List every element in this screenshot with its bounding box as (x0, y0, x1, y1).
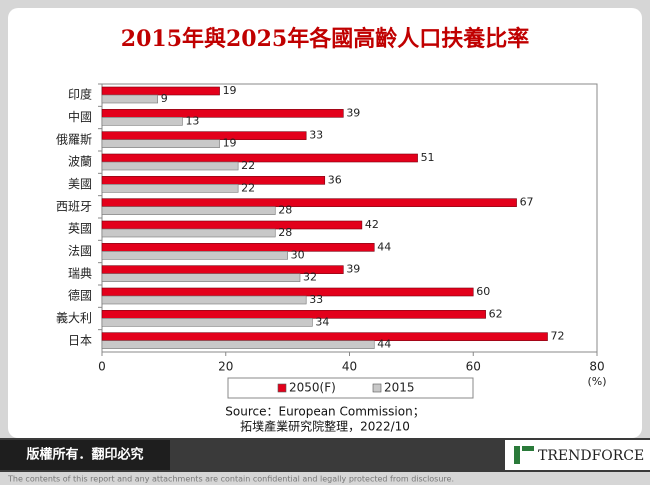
bar (101, 287, 474, 297)
source: 拓墣產業研究院整理，2022/10 (240, 419, 410, 434)
bar (101, 318, 313, 327)
y-tick-label: 德國 (68, 288, 92, 303)
brand: TRENDFORCE (538, 448, 644, 464)
value-label: 67 (520, 196, 534, 209)
x-tick-label: 60 (466, 360, 481, 374)
value-label: 60 (476, 285, 490, 298)
legend-label: 2015 (384, 381, 415, 395)
value-label: 42 (365, 218, 379, 231)
value-label: 22 (241, 159, 255, 172)
bar (101, 117, 183, 126)
y-tick-label: 義大利 (56, 310, 92, 325)
y-tick-label: 英國 (68, 222, 92, 236)
bar (101, 251, 288, 260)
logo-mark (522, 446, 534, 451)
bar (101, 295, 307, 305)
bar (101, 243, 375, 252)
bar (101, 161, 239, 171)
y-tick-label: 法國 (68, 244, 92, 258)
y-tick-label: 美國 (68, 177, 92, 191)
bar (101, 310, 486, 319)
bar (101, 176, 326, 185)
value-label: 51 (421, 151, 435, 164)
value-label: 72 (551, 330, 565, 343)
copyright: 版權所有．翻印必究 (26, 447, 143, 463)
logo-mark (514, 446, 520, 464)
value-label: 28 (278, 226, 292, 239)
bar (101, 220, 363, 230)
copyright-box (0, 440, 170, 470)
y-tick-label: 印度 (68, 87, 92, 102)
y-tick-label: 波蘭 (68, 155, 92, 169)
legend-box (227, 377, 474, 399)
value-label: 19 (223, 137, 237, 150)
value-label: 9 (161, 92, 168, 105)
bar (101, 184, 239, 193)
disclaimer: The contents of this report and any atta… (7, 475, 454, 484)
bar (101, 206, 276, 215)
bar (101, 86, 220, 96)
legend-swatch (372, 383, 382, 393)
value-label: 30 (291, 248, 305, 261)
x-tick-label: 40 (342, 360, 357, 374)
bar (101, 139, 220, 148)
logo-box (505, 440, 650, 470)
value-label: 33 (309, 129, 323, 142)
bar (101, 340, 375, 349)
y-tick-label: 中國 (68, 109, 92, 124)
value-label: 39 (346, 263, 360, 276)
x-tick-label: 20 (218, 360, 233, 374)
y-tick-label: 日本 (68, 333, 92, 347)
value-label: 44 (377, 240, 391, 253)
source: Source：European Commission； (225, 405, 424, 419)
value-label: 34 (315, 315, 329, 328)
value-label: 36 (328, 173, 342, 186)
x-tick-label: 80 (589, 360, 604, 374)
chart-title: 2015年與2025年各國高齡人口扶養比率 (121, 26, 529, 52)
y-tick-label: 西班牙 (56, 199, 92, 213)
value-label: 44 (377, 338, 391, 351)
x-tick-label: 0 (98, 360, 106, 374)
legend-swatch (277, 383, 287, 393)
bar (101, 153, 418, 163)
value-label: 39 (346, 106, 360, 119)
value-label: 28 (278, 204, 292, 217)
legend-label: 2050(F) (289, 381, 336, 395)
y-tick-label: 俄羅斯 (56, 132, 92, 146)
value-label: 32 (303, 271, 317, 284)
value-label: 19 (223, 84, 237, 97)
value-label: 33 (309, 293, 323, 306)
bar (101, 228, 276, 238)
x-axis-label: (%) (587, 375, 606, 388)
value-label: 62 (489, 307, 503, 320)
value-label: 13 (185, 114, 199, 127)
bar (101, 198, 517, 207)
value-label: 22 (241, 181, 255, 194)
bar (101, 332, 548, 341)
bar (101, 109, 344, 118)
y-tick-label: 瑞典 (68, 266, 92, 280)
bar (101, 131, 307, 140)
bar (101, 94, 158, 104)
bar (101, 273, 301, 282)
